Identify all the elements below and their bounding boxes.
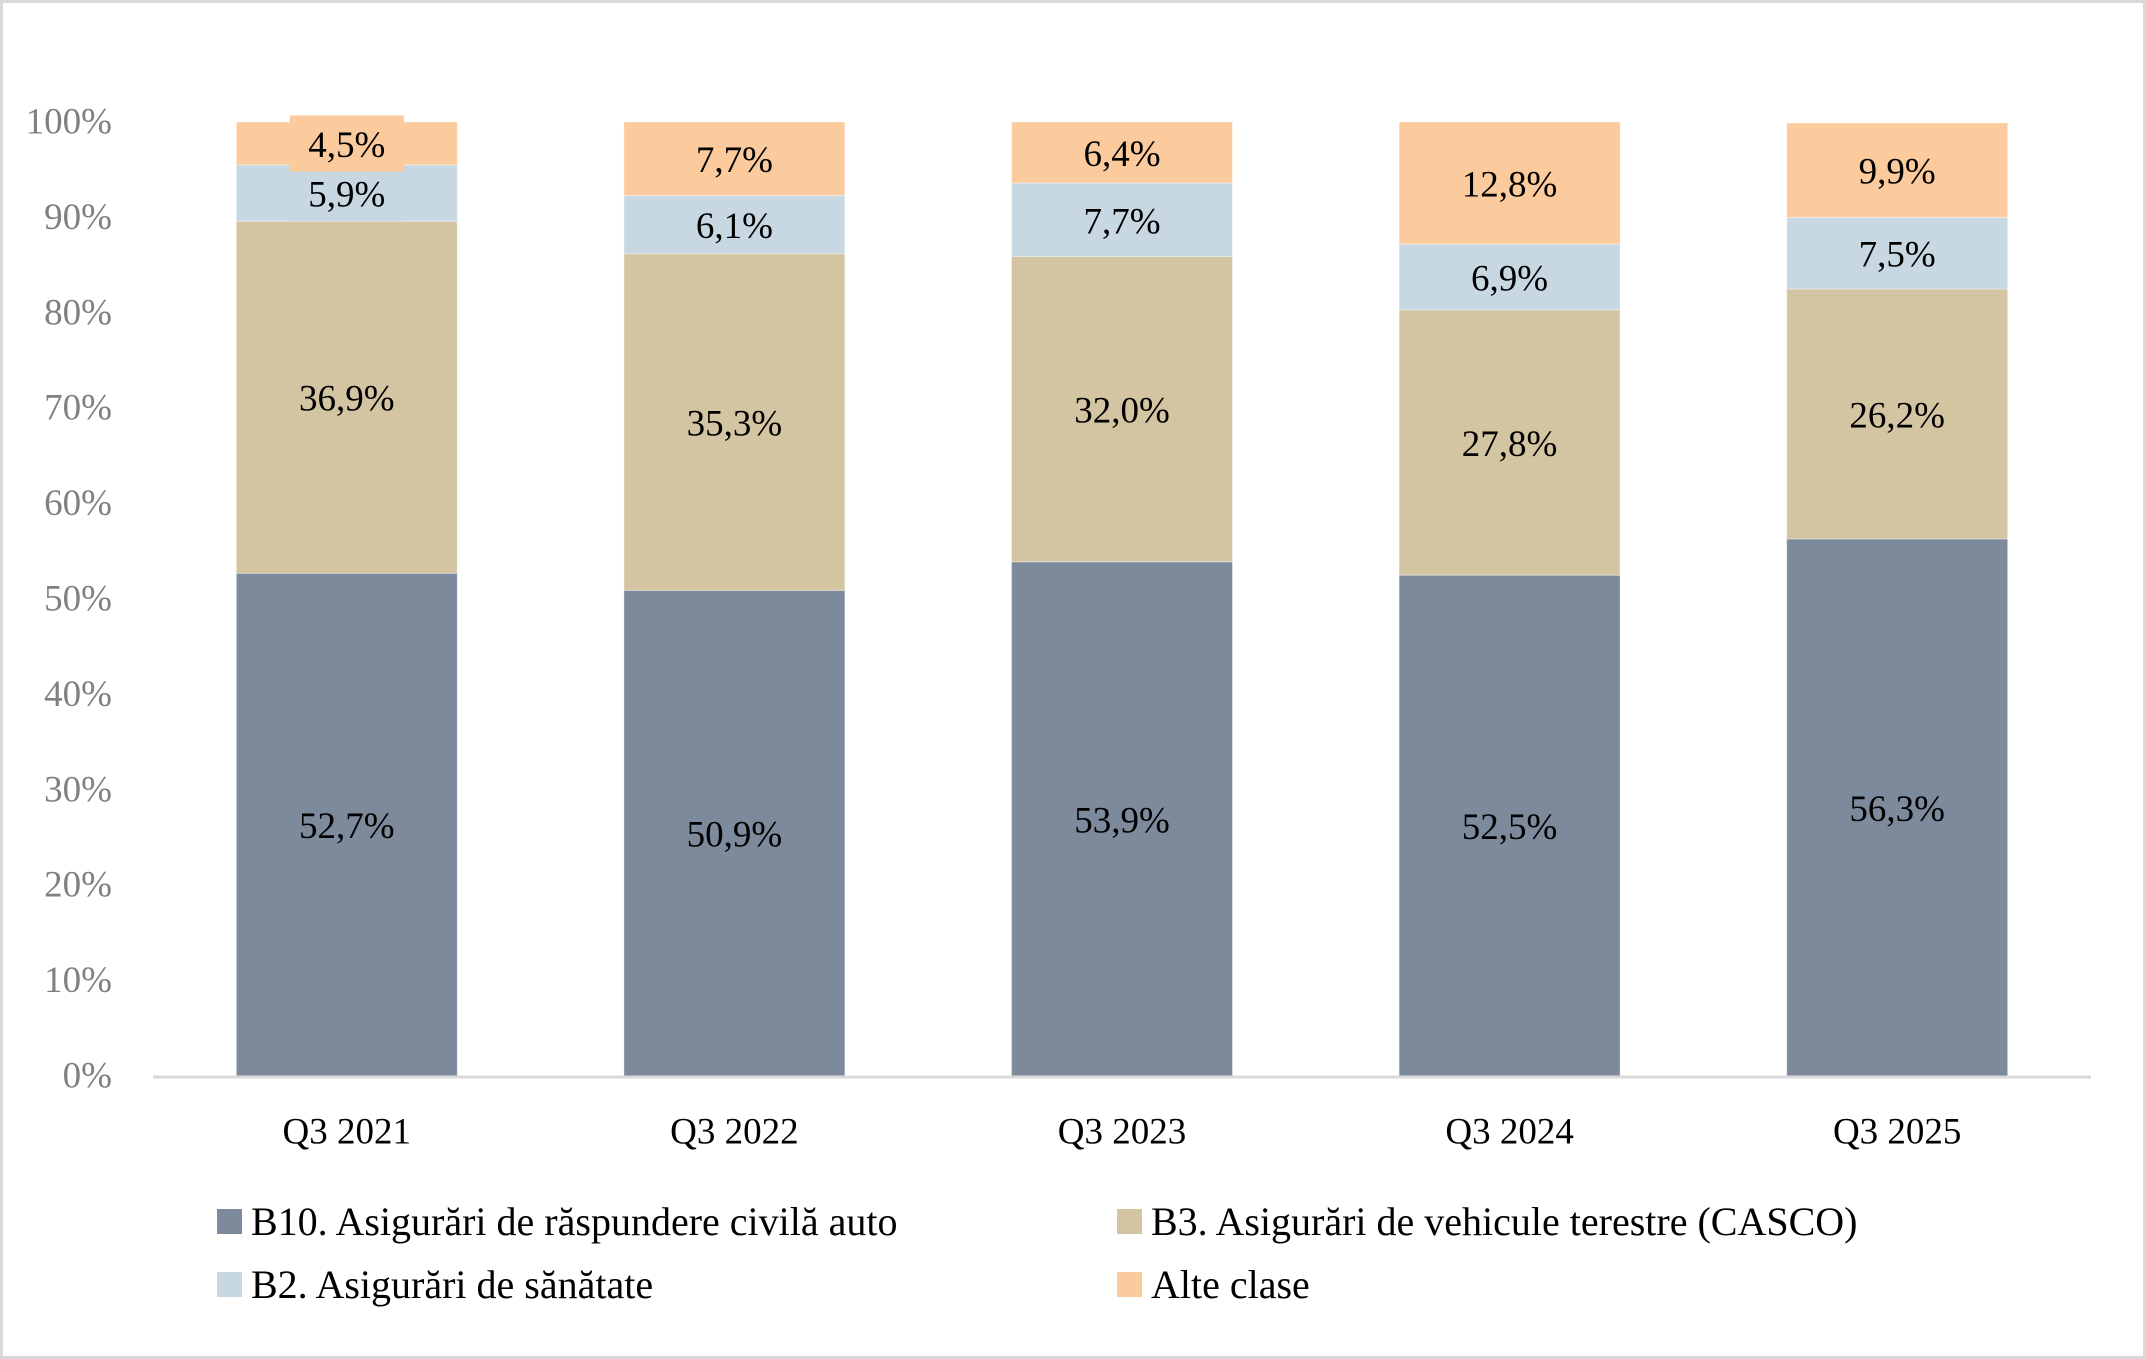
data-label-b10-asigur-ri-de-r-spundere-civil-auto-q3-2024: 52,5% bbox=[1462, 807, 1558, 848]
bars bbox=[235, 121, 2009, 1077]
data-label-b3-asigur-ri-de-vehicule-terestre-casco-q3-2023: 32,0% bbox=[1074, 391, 1170, 432]
legend-item-alte-clase: Alte clase bbox=[1117, 1261, 1310, 1308]
data-label-bg bbox=[289, 796, 404, 853]
y-tick-label: 50% bbox=[44, 579, 112, 620]
data-label-bg bbox=[1452, 249, 1567, 306]
data-label-bg bbox=[1452, 414, 1567, 471]
legend-swatch-b2 bbox=[217, 1272, 242, 1297]
x-category-label: Q3 2024 bbox=[1445, 1112, 1573, 1153]
legend-label-alte-clase: Alte clase bbox=[1151, 1262, 1310, 1307]
x-category-label: Q3 2025 bbox=[1833, 1112, 1961, 1153]
x-axis-categories: Q3 2021 Q3 2022 Q3 2023 Q3 2024 Q3 2025 bbox=[283, 1112, 1962, 1153]
x-category-label: Q3 2021 bbox=[283, 1112, 411, 1153]
data-label-b2-asigur-ri-de-s-n-tate-q3-2025: 7,5% bbox=[1859, 235, 1936, 276]
data-label-bg bbox=[677, 805, 792, 862]
data-label-b2-asigur-ri-de-s-n-tate-q3-2023: 7,7% bbox=[1083, 201, 1160, 242]
data-label-bg bbox=[677, 196, 792, 253]
legend-swatch-alte-clase bbox=[1117, 1272, 1142, 1297]
legend-label-b3: B3. Asigurări de vehicule terestre (CASC… bbox=[1151, 1199, 1858, 1244]
legend-item-b3: B3. Asigurări de vehicule terestre (CASC… bbox=[1117, 1198, 1858, 1245]
data-label-bg bbox=[1452, 797, 1567, 854]
x-category-label: Q3 2023 bbox=[1058, 1112, 1186, 1153]
data-label-b10-asigur-ri-de-r-spundere-civil-auto-q3-2022: 50,9% bbox=[687, 815, 783, 856]
y-tick-label: 80% bbox=[44, 292, 112, 333]
data-label-b3-asigur-ri-de-vehicule-terestre-casco-q3-2022: 35,3% bbox=[687, 404, 783, 445]
data-label-b2-asigur-ri-de-s-n-tate-q3-2022: 6,1% bbox=[696, 206, 773, 247]
data-label-bg bbox=[677, 394, 792, 451]
data-label-b3-asigur-ri-de-vehicule-terestre-casco-q3-2025: 26,2% bbox=[1849, 395, 1945, 436]
y-tick-label: 40% bbox=[44, 674, 112, 715]
data-label-bg bbox=[1065, 790, 1179, 847]
data-label-bg bbox=[1840, 225, 1955, 282]
legend-label-b10: B10. Asigurări de răspundere civilă auto bbox=[251, 1199, 898, 1244]
data-label-bg bbox=[289, 115, 404, 172]
data-label-alte-clase-q3-2022: 7,7% bbox=[696, 140, 773, 181]
y-axis-ticks: 0% 10% 20% 30% 40% 50% 60% 70% 80% 90% 100% bbox=[26, 102, 112, 1097]
data-label-b10-asigur-ri-de-r-spundere-civil-auto-q3-2021: 52,7% bbox=[299, 806, 395, 847]
legend-swatch-b10 bbox=[217, 1209, 242, 1234]
y-tick-label: 100% bbox=[26, 102, 112, 143]
x-category-label: Q3 2022 bbox=[670, 1112, 798, 1153]
legend-swatch-b3 bbox=[1117, 1209, 1142, 1234]
data-label-bg bbox=[677, 130, 792, 187]
y-tick-label: 30% bbox=[44, 769, 112, 810]
data-label-b2-asigur-ri-de-s-n-tate-q3-2021: 5,9% bbox=[308, 175, 385, 216]
data-label-alte-clase-q3-2023: 6,4% bbox=[1083, 134, 1160, 175]
y-tick-label: 90% bbox=[44, 197, 112, 238]
data-label-alte-clase-q3-2025: 9,9% bbox=[1859, 152, 1936, 193]
data-label-bg bbox=[1452, 155, 1567, 212]
data-label-bg bbox=[1840, 385, 1955, 442]
data-label-bg bbox=[289, 165, 404, 222]
data-label-alte-clase-q3-2024: 12,8% bbox=[1462, 165, 1558, 206]
legend-item-b2: B2. Asigurări de sănătate bbox=[217, 1261, 653, 1308]
data-label-alte-clase-q3-2021: 4,5% bbox=[308, 125, 385, 166]
data-label-b2-asigur-ri-de-s-n-tate-q3-2024: 6,9% bbox=[1471, 259, 1548, 300]
data-label-bg bbox=[1840, 142, 1955, 199]
data-label-b3-asigur-ri-de-vehicule-terestre-casco-q3-2021: 36,9% bbox=[299, 379, 395, 420]
y-tick-label: 10% bbox=[44, 960, 112, 1001]
data-label-bg bbox=[289, 369, 404, 426]
data-label-b3-asigur-ri-de-vehicule-terestre-casco-q3-2024: 27,8% bbox=[1462, 424, 1558, 465]
data-labels: 52,7% 36,9% 5,9% 4,5% 50,9% 35,3% 6,1% 7,7% 53,9… bbox=[289, 115, 1955, 862]
data-label-bg bbox=[1065, 191, 1179, 248]
data-label-b10-asigur-ri-de-r-spundere-civil-auto-q3-2023: 53,9% bbox=[1074, 800, 1170, 841]
data-label-bg bbox=[1065, 381, 1179, 438]
y-tick-label: 70% bbox=[44, 388, 112, 429]
y-tick-label: 60% bbox=[44, 483, 112, 524]
data-label-bg bbox=[1840, 779, 1955, 836]
y-tick-label: 20% bbox=[44, 865, 112, 906]
legend-item-b10: B10. Asigurări de răspundere civilă auto bbox=[217, 1198, 897, 1245]
legend-label-b2: B2. Asigurări de sănătate bbox=[251, 1262, 654, 1307]
y-tick-label: 0% bbox=[63, 1056, 112, 1097]
data-label-b10-asigur-ri-de-r-spundere-civil-auto-q3-2025: 56,3% bbox=[1849, 789, 1945, 830]
data-label-bg bbox=[1065, 124, 1179, 181]
